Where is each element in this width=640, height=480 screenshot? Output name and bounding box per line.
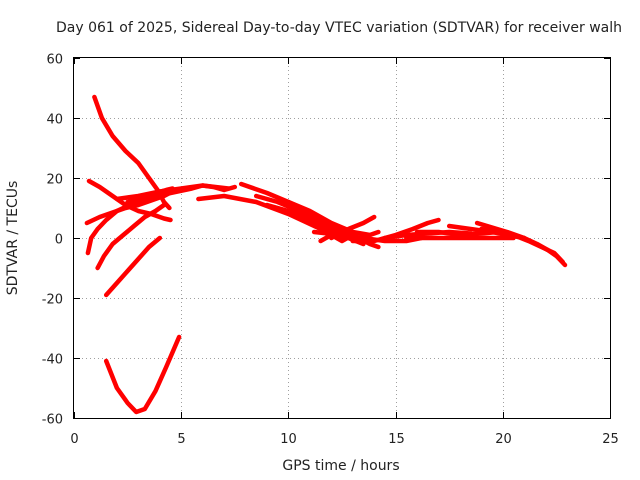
y-axis-title: SDTVAR / TECUs bbox=[5, 181, 21, 296]
series-line-9 bbox=[103, 334, 182, 415]
plot-frame bbox=[73, 57, 611, 419]
series-line-13 bbox=[264, 202, 366, 247]
series-line-14 bbox=[286, 199, 381, 238]
x-tick-label: 15 bbox=[388, 432, 405, 447]
x-tick-label: 0 bbox=[70, 432, 78, 447]
x-axis-title: GPS time / hours bbox=[282, 458, 399, 474]
y-tick-label: -20 bbox=[42, 293, 63, 308]
x-tick-label: 5 bbox=[177, 432, 185, 447]
series-line-8 bbox=[125, 183, 238, 205]
chart-title: Day 061 of 2025, Sidereal Day-to-day VTE… bbox=[56, 20, 622, 36]
series-line-4 bbox=[95, 202, 167, 271]
series-line-6 bbox=[103, 235, 163, 298]
y-tick-label: -40 bbox=[42, 353, 63, 368]
y-tick-label: 0 bbox=[55, 233, 63, 248]
x-tick-label: 10 bbox=[280, 432, 297, 447]
series-line-12 bbox=[253, 193, 355, 238]
axis-ticks: 0 5 10 15 20 25 -60 -40 -20 0 20 40 60 bbox=[42, 53, 619, 448]
y-tick-label: 60 bbox=[46, 53, 63, 68]
x-tick-label: 25 bbox=[602, 432, 619, 447]
y-tick-label: 20 bbox=[46, 173, 63, 188]
data-series bbox=[84, 94, 568, 415]
y-tick-label: -60 bbox=[42, 413, 63, 428]
series-line-18 bbox=[350, 217, 441, 244]
y-tick-label: 40 bbox=[46, 113, 63, 128]
series-line-24 bbox=[479, 226, 566, 265]
x-tick-label: 20 bbox=[495, 432, 512, 447]
